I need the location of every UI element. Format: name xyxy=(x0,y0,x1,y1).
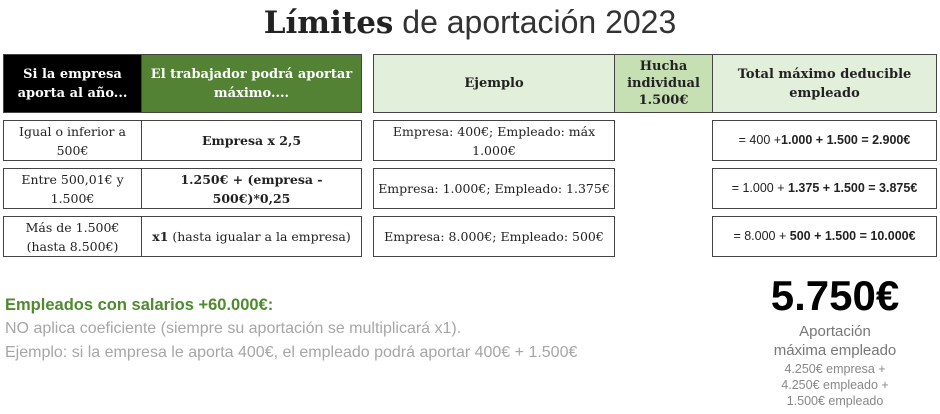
row-worker: Empresa x 2,5 xyxy=(141,120,362,161)
summary-label1: Aportación xyxy=(799,323,871,340)
summary-detail3: 1.500€ empleado xyxy=(786,394,884,408)
row-example: Empresa: 400€; Empleado: máx 1.000€ xyxy=(373,120,615,161)
row-total: = 1.000 + 1.375 + 1.500 = 3.875€ xyxy=(712,168,937,209)
note-line2: Ejemplo: si la empresa le aporta 400€, e… xyxy=(5,344,578,361)
page-title: Límites de aportación 2023 xyxy=(263,4,677,41)
row-total: = 8.000 + 500 + 1.500 = 10.000€ xyxy=(712,216,937,257)
note-heading: Empleados con salarios +60.000€: xyxy=(5,296,274,314)
row-company: Igual o inferior a 500€ xyxy=(3,120,142,161)
summary-label2: máxima empleado xyxy=(773,342,897,359)
row-example: Empresa: 8.000€; Empleado: 500€ xyxy=(373,216,615,257)
row-worker: x1 (hasta igualar a la empresa) xyxy=(141,216,362,257)
row-company: Entre 500,01€ y 1.500€ xyxy=(3,168,142,209)
row-worker: 1.250€ + (empresa - 500€)*0,25 xyxy=(141,168,362,209)
row-example: Empresa: 1.000€; Empleado: 1.375€ xyxy=(373,168,615,209)
header-total: Total máximo deducible empleado xyxy=(712,54,937,113)
row-company: Más de 1.500€ (hasta 8.500€) xyxy=(3,216,142,257)
row-total: = 400 +1.000 + 1.500 = 2.900€ xyxy=(712,120,937,161)
header-company: Si la empresa aporta al año... xyxy=(3,54,142,113)
summary-detail2: 4.250€ empleado + xyxy=(781,378,889,392)
note-line1: NO aplica coeficiente (siempre su aporta… xyxy=(5,320,462,337)
summary-detail1: 4.250€ empresa + xyxy=(784,362,886,376)
header-worker: El trabajador podrá aportar máximo.... xyxy=(141,54,362,113)
summary-amount: 5.750€ xyxy=(770,272,900,319)
header-example: Ejemplo xyxy=(373,54,615,113)
header-hucha: Hucha individual 1.500€ xyxy=(614,54,713,113)
